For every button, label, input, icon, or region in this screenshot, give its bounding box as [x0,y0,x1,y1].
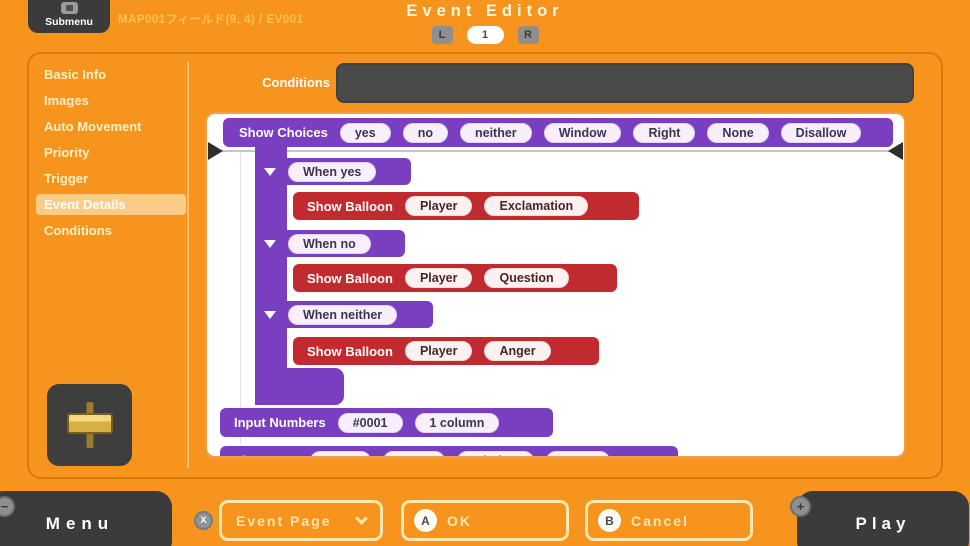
conditions-label: Conditions [262,75,330,90]
branch-when-neither[interactable]: When neither [255,301,433,328]
submenu-button[interactable]: Submenu [28,0,110,33]
command-input-numbers[interactable]: Input Numbers #0001 1 column [220,408,553,437]
sidebar-item-auto-movement[interactable]: Auto Movement [44,119,142,134]
param-pill[interactable]: yes [339,122,391,143]
menu-button[interactable]: Menu [0,491,172,546]
current-page-badge: 1 [466,26,504,44]
sidebar-item-basic-info[interactable]: Basic Info [44,67,107,82]
param-pill[interactable]: None [383,450,445,456]
page-title: Event Editor [406,2,564,20]
triangle-left-icon [888,142,903,160]
command-show-choices[interactable]: Show Choices yes no neither Window Right… [223,118,893,147]
command-label: Show Balloon [307,270,393,286]
command-show-balloon-1[interactable]: Show Balloon Player Exclamation [293,192,639,220]
ok-button[interactable]: A OK [401,500,569,541]
command-show-text[interactable]: Show Text None None Window Down [220,446,678,456]
triangle-down-icon[interactable] [264,167,276,176]
event-page-label: Event Page [236,512,332,529]
page-prev-button[interactable]: L [431,26,453,44]
ok-label: OK [447,512,472,529]
cancel-button[interactable]: B Cancel [585,500,753,541]
param-pill[interactable]: Question [484,268,569,288]
param-pill[interactable]: Down [546,450,611,456]
event-page-dropdown[interactable]: Event Page [219,500,383,541]
controller-button-icon [60,2,78,14]
cancel-label: Cancel [631,512,689,529]
command-label: Show Balloon [307,343,393,359]
sidebar-item-conditions[interactable]: Conditions [44,223,112,238]
x-button-icon: X [194,511,213,530]
param-pill[interactable]: Anger [484,341,551,361]
command-label: Show Choices [239,125,328,140]
triangle-down-icon[interactable] [264,310,276,319]
play-button[interactable]: Play [797,491,969,546]
event-page-tabs: L 1 R [0,26,970,44]
nesting-guide-line [240,152,241,444]
sidebar: Basic Info Images Auto Movement Priority… [36,64,186,246]
sidebar-item-trigger[interactable]: Trigger [44,171,89,186]
param-pill[interactable]: #0001 [337,412,403,433]
param-pill[interactable]: Right [633,122,696,143]
param-pill[interactable]: no [402,122,448,143]
param-pill[interactable]: Disallow [780,122,862,143]
branch-end-block[interactable] [255,368,344,405]
minus-button-icon: − [0,496,15,517]
a-button-icon: A [414,509,437,532]
param-pill[interactable]: Window [456,450,535,456]
command-label: Input Numbers [234,415,326,430]
command-show-balloon-3[interactable]: Show Balloon Player Anger [293,337,599,365]
triangle-right-icon [208,142,223,160]
triangle-down-icon[interactable] [264,239,276,248]
selection-cursor-line [221,150,889,152]
command-show-balloon-2[interactable]: Show Balloon Player Question [293,264,617,292]
event-sprite-preview [47,384,132,466]
param-pill[interactable]: Window [543,122,622,143]
param-pill[interactable]: None [310,450,372,456]
map-location-label: MAP001フィールド(9, 4) / EV001 [118,14,304,26]
branch-when-yes[interactable]: When yes [255,158,411,185]
param-pill[interactable]: Player [404,341,473,361]
branch-pill[interactable]: When neither [288,304,398,325]
sidebar-item-event-details[interactable]: Event Details [36,194,186,215]
param-pill[interactable]: Player [404,196,473,216]
param-pill[interactable]: 1 column [414,412,500,433]
param-pill[interactable]: Player [404,268,473,288]
branch-pill[interactable]: When no [288,233,371,254]
sidebar-item-images[interactable]: Images [44,93,89,108]
b-button-icon: B [598,509,621,532]
sidebar-divider [187,62,189,468]
plus-button-icon: + [790,496,811,517]
conditions-field[interactable] [336,63,914,103]
command-list-panel: Show Choices yes no neither Window Right… [205,112,906,458]
page-next-button[interactable]: R [517,26,539,44]
command-label: Show Text [234,453,298,456]
sidebar-item-priority[interactable]: Priority [44,145,90,160]
submenu-label: Submenu [45,16,93,28]
branch-when-no[interactable]: When no [255,230,405,257]
branch-spine [255,147,287,405]
param-pill[interactable]: Exclamation [484,196,589,216]
param-pill[interactable]: None [707,122,769,143]
main-panel [27,52,943,479]
triangle-down-icon [647,450,665,456]
command-label: Show Balloon [307,198,393,214]
chevron-down-icon [355,511,368,525]
param-pill[interactable]: neither [460,122,532,143]
branch-pill[interactable]: When yes [288,161,377,182]
